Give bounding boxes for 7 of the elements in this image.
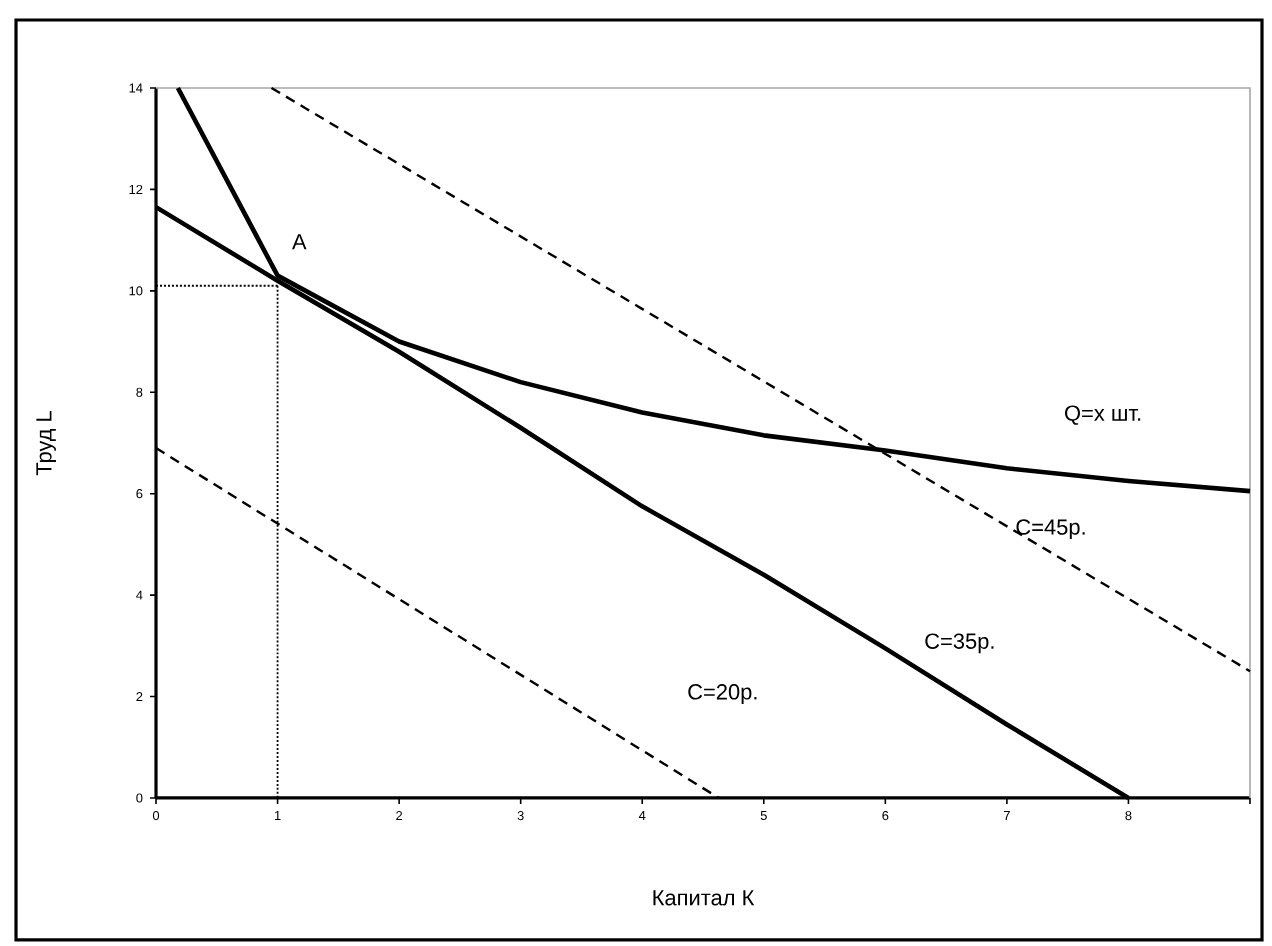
x-axis-title: Капитал К xyxy=(653,890,755,906)
text: Q=x шт. xyxy=(1065,405,1141,425)
y-axis-title: Труд L xyxy=(36,411,56,476)
series-label: C=45р. xyxy=(1016,519,1085,540)
series-label: C=35р. xyxy=(925,633,994,654)
text: C=20р. xyxy=(688,684,757,704)
annotation: A xyxy=(292,234,307,250)
